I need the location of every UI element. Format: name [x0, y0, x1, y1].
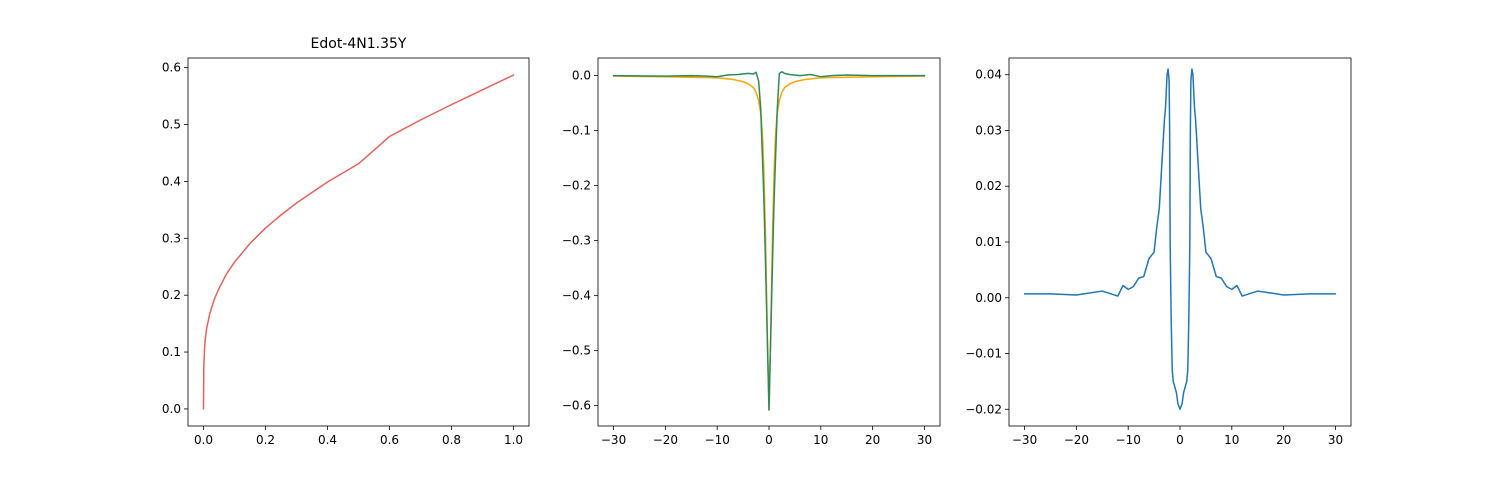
x-tick-label: 10 — [813, 433, 828, 447]
y-tick-label: 0.5 — [162, 118, 181, 132]
subplot-2: −30 −20 −10 0 10 20 30 0.0 −0.1 −0.2 −0.3 −0.4 −0.5 −… — [562, 57, 941, 447]
y-tick-label: 0.0 — [162, 402, 181, 416]
x-tick-label: 0.6 — [380, 433, 399, 447]
chart-title: Edot-4N1.35Y — [311, 36, 407, 52]
x-tick-label: 10 — [1224, 433, 1239, 447]
x-tick-label: 0 — [765, 433, 773, 447]
y-tick-label: 0.02 — [975, 179, 1002, 193]
x-tick-label: 1.0 — [504, 433, 523, 447]
y-tick-label: 0.3 — [162, 231, 181, 245]
x-tick-label: −30 — [601, 433, 626, 447]
y-tick-label: 0.4 — [162, 174, 181, 188]
y-tick-label: −0.01 — [965, 347, 1002, 361]
y-tick-label: 0.00 — [975, 291, 1002, 305]
y-tick-label: −0.2 — [562, 179, 591, 193]
series-line-2 — [612, 71, 926, 411]
x-tick-label: 0.4 — [318, 433, 337, 447]
y-tick-label: −0.1 — [562, 124, 591, 138]
subplot-3: −30 −20 −10 0 10 20 30 0.04 0.03 0.02 0.01 0.00 −0.0… — [965, 57, 1352, 447]
subplot-1: 0.0 0.2 0.4 0.6 0.8 1.0 0.0 0.1 0.2 0.3 0.4 0.5 0.6 E… — [162, 36, 530, 447]
series-line-1 — [1023, 68, 1337, 411]
x-tick-label: 0.2 — [256, 433, 275, 447]
x-tick-label: −20 — [653, 433, 678, 447]
x-tick-label: 0.8 — [442, 433, 461, 447]
y-tick-label: 0.1 — [162, 345, 181, 359]
x-tick-label: −10 — [705, 433, 730, 447]
y-tick-label: −0.4 — [562, 289, 591, 303]
axes-frame — [187, 57, 530, 427]
y-tick-label: 0.03 — [975, 123, 1002, 137]
x-tick-label: 20 — [865, 433, 880, 447]
y-tick-label: 0.04 — [975, 68, 1002, 82]
x-tick-label: −30 — [1012, 433, 1037, 447]
y-tick-label: −0.02 — [965, 402, 1002, 416]
y-tick-label: 0.01 — [975, 235, 1002, 249]
x-tick-label: −10 — [1116, 433, 1141, 447]
y-tick-label: −0.5 — [562, 344, 591, 358]
series-line-1 — [202, 74, 515, 410]
x-tick-label: 0 — [1176, 433, 1184, 447]
x-tick-label: −20 — [1064, 433, 1089, 447]
x-tick-label: 30 — [1328, 433, 1343, 447]
y-tick-label: 0.6 — [162, 61, 181, 75]
y-tick-label: 0.2 — [162, 288, 181, 302]
x-tick-label: 0.0 — [194, 433, 213, 447]
y-tick-label: 0.0 — [572, 69, 591, 83]
x-tick-label: 20 — [1276, 433, 1291, 447]
x-tick-label: 30 — [917, 433, 932, 447]
y-tick-label: −0.3 — [562, 234, 591, 248]
y-tick-label: −0.6 — [562, 399, 591, 413]
